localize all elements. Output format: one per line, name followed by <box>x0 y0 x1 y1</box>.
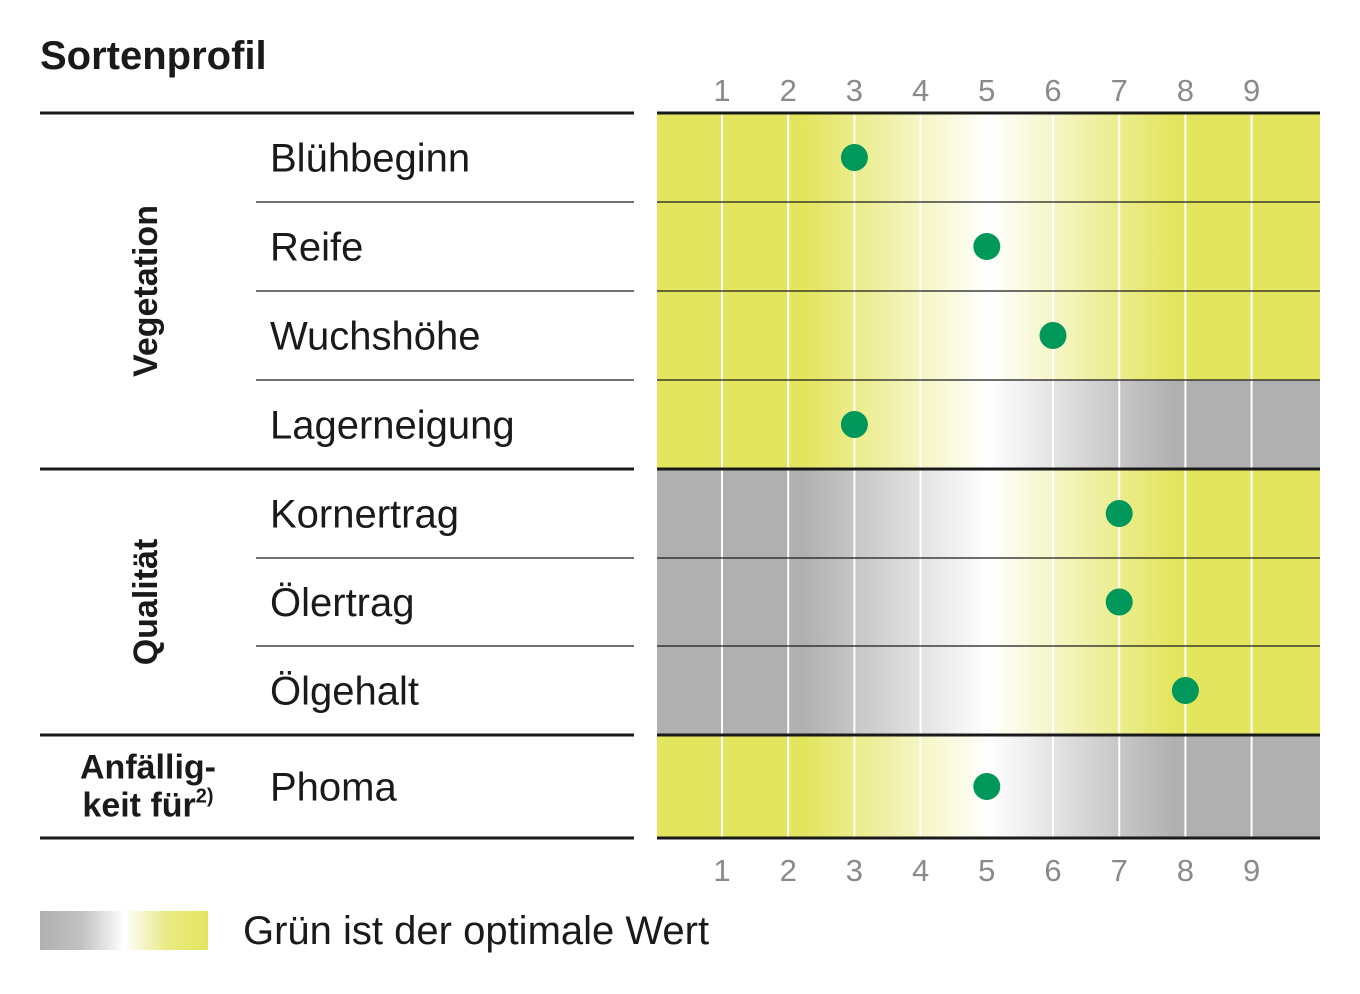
chart-title: Sortenprofil <box>40 34 267 78</box>
footnote-superscript: 2) <box>196 786 214 808</box>
tick-label-bottom: 3 <box>846 853 863 888</box>
group-label-line: Anfällig- <box>80 749 216 787</box>
row-label-7: Phoma <box>270 766 397 810</box>
row-band-5 <box>657 558 1320 646</box>
tick-label-bottom: 9 <box>1243 853 1260 888</box>
tick-label-top: 9 <box>1243 73 1260 108</box>
tick-label-top: 6 <box>1044 73 1061 108</box>
group-label-0: Vegetation <box>127 205 165 377</box>
row-label-1: Reife <box>270 226 363 270</box>
group-label-line: keit für2) <box>82 786 213 825</box>
group-label-1: Qualität <box>127 539 165 666</box>
tick-label-bottom: 4 <box>912 853 929 888</box>
row-label-0: Blühbeginn <box>270 137 470 181</box>
data-point-1 <box>973 233 1001 260</box>
row-label-5: Ölertrag <box>270 581 415 625</box>
tick-label-bottom: 8 <box>1177 853 1194 888</box>
row-band-2 <box>657 291 1320 380</box>
row-band-0 <box>657 113 1320 202</box>
data-point-2 <box>1039 322 1067 349</box>
data-point-7 <box>973 773 1001 800</box>
row-label-4: Kornertrag <box>270 493 459 537</box>
legend-swatch <box>40 911 208 950</box>
tick-label-bottom: 5 <box>978 853 995 888</box>
tick-label-top: 2 <box>780 73 797 108</box>
legend-text: Grün ist der optimale Wert <box>243 909 709 953</box>
tick-label-top: 1 <box>713 73 730 108</box>
row-label-2: Wuchshöhe <box>270 315 481 359</box>
row-band-4 <box>657 469 1320 558</box>
tick-label-top: 8 <box>1177 73 1194 108</box>
tick-label-top: 4 <box>912 73 929 108</box>
row-label-3: Lagerneigung <box>270 404 515 448</box>
row-label-6: Ölgehalt <box>270 670 419 714</box>
row-band-3 <box>657 380 1320 469</box>
data-point-4 <box>1105 500 1133 527</box>
tick-label-bottom: 6 <box>1044 853 1061 888</box>
tick-label-top: 7 <box>1111 73 1128 108</box>
tick-label-bottom: 7 <box>1111 853 1128 888</box>
data-point-6 <box>1171 677 1199 704</box>
data-point-0 <box>840 144 868 171</box>
data-point-5 <box>1105 588 1133 616</box>
data-point-3 <box>840 411 868 438</box>
row-band-6 <box>657 646 1320 735</box>
tick-label-top: 3 <box>846 73 863 108</box>
tick-label-bottom: 1 <box>713 853 730 888</box>
tick-label-top: 5 <box>978 73 995 108</box>
tick-label-bottom: 2 <box>780 853 797 888</box>
